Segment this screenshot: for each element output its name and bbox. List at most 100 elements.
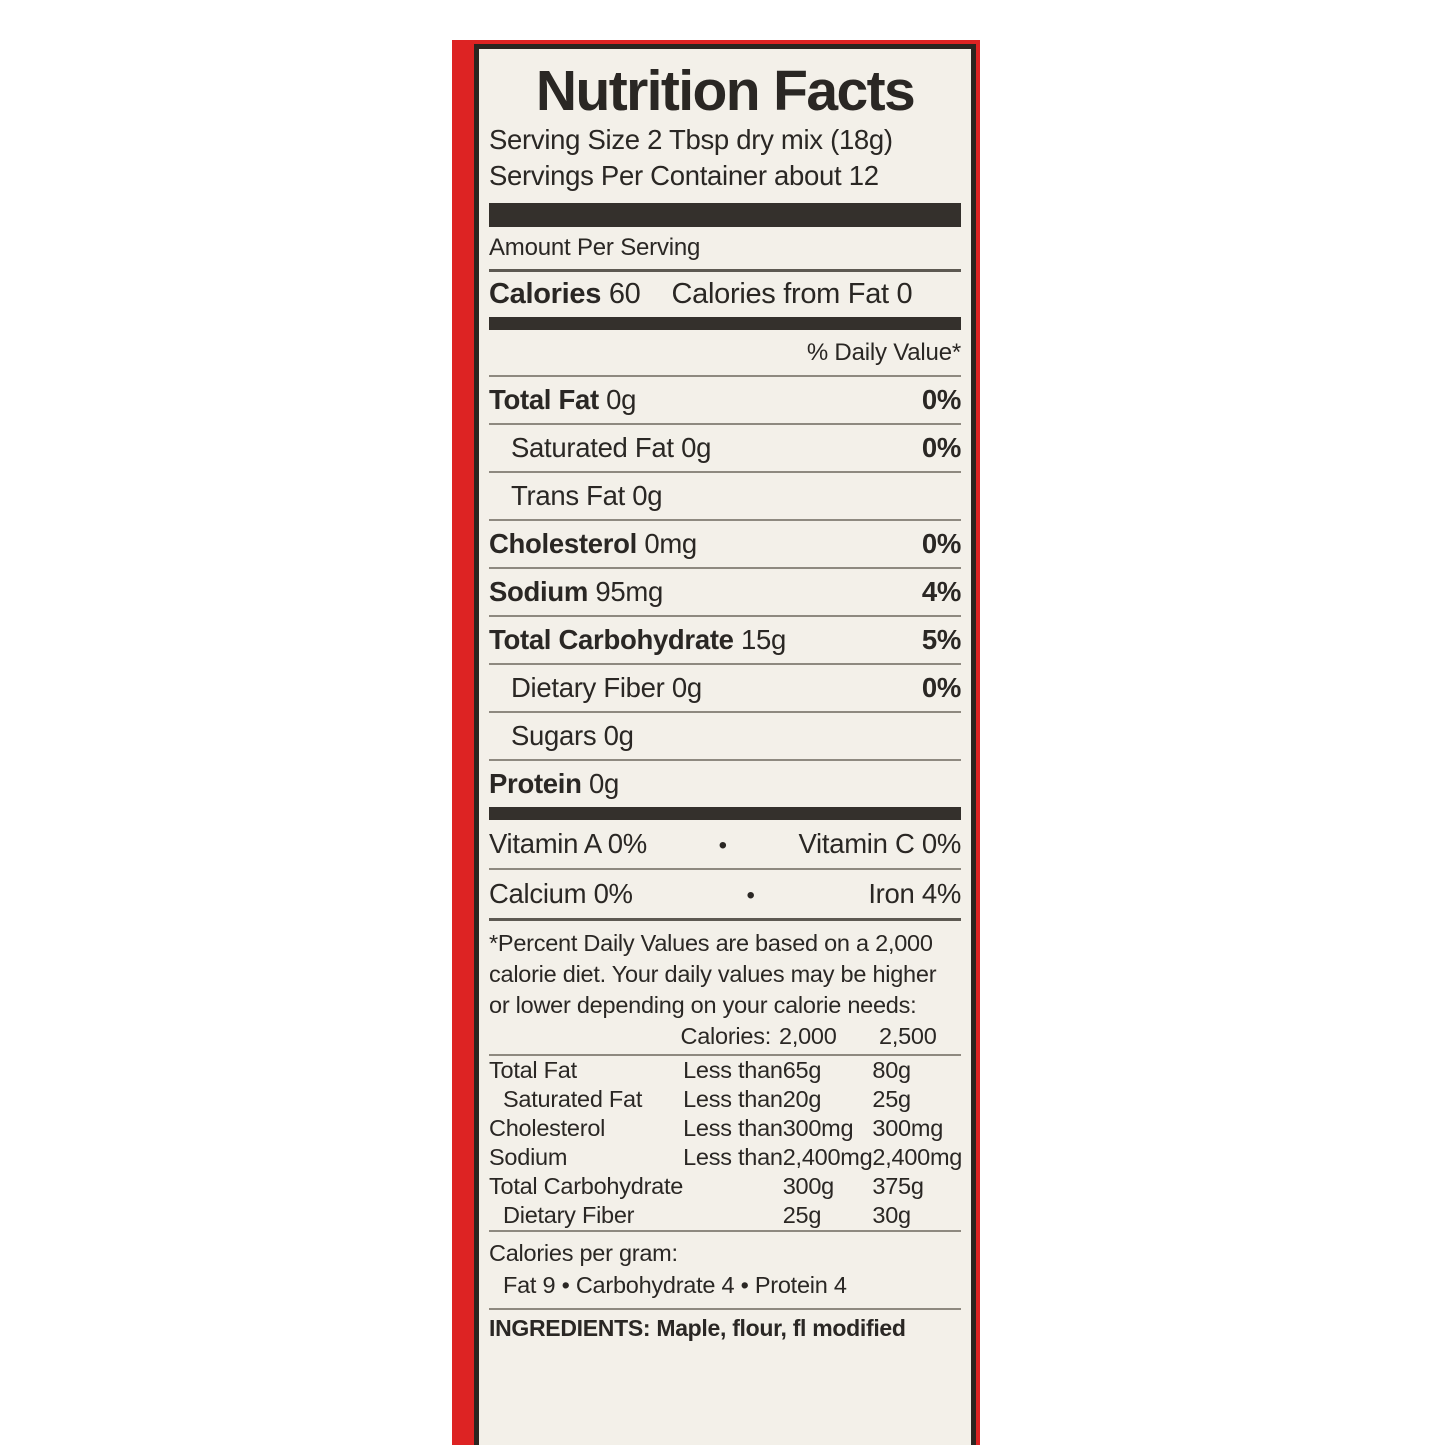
nutrient-amount: 0g	[598, 383, 637, 415]
nutrient-divider	[489, 470, 961, 473]
nutrient-amount: 95mg	[588, 575, 663, 607]
calories-label: Calories	[489, 277, 602, 310]
nutrient-rows-container: Total Fat 0g 0% Saturated Fat 0g 0% Trans Fa…	[489, 374, 961, 807]
dv-row-name: Cholesterol	[489, 1115, 606, 1142]
divider-medium-calories	[489, 316, 961, 330]
nutrient-row: Cholesterol 0mg 0%	[489, 521, 961, 567]
dv-row-name: Total Fat	[489, 1057, 577, 1084]
vitamin-right: Iron 4%	[868, 877, 961, 909]
divider-thick-top	[489, 202, 961, 227]
dv-table-header: Calories: 2,000 2,500	[489, 1021, 961, 1054]
dv-row-qualifier: Less than	[683, 1144, 783, 1171]
nutrient-divider	[489, 758, 961, 761]
nutrient-divider	[489, 374, 961, 377]
dv-row-value-2000: 65g	[782, 1057, 822, 1084]
nutrient-amount: 0g	[624, 479, 663, 511]
nutrient-divider	[489, 518, 961, 521]
dv-row-value-2500: 25g	[872, 1086, 911, 1113]
divider-above-calories	[489, 268, 961, 272]
nutrient-divider	[489, 614, 961, 617]
daily-value-header: % Daily Value*	[806, 338, 961, 366]
nutrient-row: Total Fat 0g 0%	[489, 377, 961, 423]
nutrient-daily-value: 4%	[921, 575, 961, 607]
nutrient-name: Sugars	[511, 719, 597, 751]
dv-row-value-2500: 30g	[872, 1202, 911, 1229]
nutrition-facts-title: Nutrition Facts	[535, 59, 916, 123]
nutrient-amount: 0g	[673, 431, 712, 463]
nutrient-row: Total Carbohydrate 15g 5%	[489, 617, 961, 663]
dv-table-col-2500: 2,500	[879, 1023, 937, 1050]
dv-row-name: Sodium	[489, 1144, 568, 1171]
divider-dv-table-bottom	[489, 1230, 961, 1233]
nutrient-row: Sodium 95mg 4%	[489, 569, 961, 615]
nutrient-name: Saturated Fat	[511, 431, 674, 463]
dv-row-value-2500: 300mg	[872, 1115, 944, 1142]
nutrient-amount: 0mg	[636, 527, 697, 559]
dv-row-value-2000: 2,400mg	[782, 1144, 873, 1171]
nutrient-amount: 0g	[581, 767, 619, 799]
nutrient-amount: 0g	[664, 671, 702, 703]
dv-row-name: Dietary Fiber	[503, 1202, 635, 1229]
divider-medium-vitamins	[489, 806, 961, 820]
dv-row-qualifier: Less than	[683, 1115, 783, 1142]
dv-row-value-2000: 20g	[782, 1086, 822, 1113]
vitamin-left: Calcium 0%	[489, 877, 633, 909]
nutrient-divider	[489, 566, 961, 569]
nutrient-row: Dietary Fiber 0g 0%	[489, 665, 961, 711]
dv-table-calories-label: Calories:	[680, 1023, 772, 1050]
nutrition-facts-panel: Nutrition Facts Serving Size 2 Tbsp dry …	[479, 49, 971, 1445]
dv-table-col-2000: 2,000	[779, 1023, 837, 1050]
daily-value-footnote: *Percent Daily Values are based on a 2,0…	[489, 929, 937, 1019]
nutrient-name: Dietary Fiber	[511, 671, 665, 703]
nutrient-daily-value: 0%	[921, 527, 961, 559]
vitamin-row: Vitamin A 0% • Vitamin C 0%	[489, 820, 961, 868]
divider-above-ingredients	[489, 1307, 961, 1310]
nutrient-name: Protein	[489, 767, 582, 799]
servings-per-container-text: Servings Per Container about 12	[489, 160, 879, 192]
dv-table-row: Cholesterol Less than 300mg 300mg	[489, 1114, 962, 1143]
dv-row-value-2500: 80g	[872, 1057, 911, 1084]
dv-row-qualifier	[683, 1201, 783, 1230]
ingredients-partial: INGREDIENTS: Maple, flour, fl modified	[489, 1314, 906, 1341]
dv-row-qualifier: Less than	[683, 1057, 783, 1084]
nutrient-amount: 0g	[596, 719, 634, 751]
calories-from-fat: Calories from Fat 0	[671, 277, 913, 310]
nutrient-divider	[489, 422, 961, 425]
nutrient-divider	[489, 662, 961, 665]
nutrient-name: Total Fat	[489, 383, 599, 415]
vitamin-divider	[489, 867, 961, 870]
calories-per-gram-block: Calories per gram: Fat 9 • Carbohydrate …	[489, 1232, 961, 1301]
dv-row-qualifier	[683, 1172, 783, 1201]
vitamin-left: Vitamin A 0%	[489, 827, 647, 859]
dv-row-value-2000: 25g	[782, 1202, 822, 1229]
serving-size-text: Serving Size 2 Tbsp dry mix (18g)	[489, 124, 893, 155]
vitamin-row: Calcium 0% • Iron 4%	[489, 870, 961, 918]
vitamin-separator-bullet: •	[746, 881, 755, 909]
nutrient-row: Sugars 0g	[489, 713, 961, 759]
dv-table-row: Dietary Fiber 25g 30g	[489, 1201, 962, 1230]
nutrient-name: Total Carbohydrate	[489, 623, 734, 655]
calories-row: Calories 60 Calories from Fat 0	[489, 272, 961, 317]
nutrient-name: Trans Fat	[511, 479, 625, 511]
calories-value: 60	[608, 277, 641, 310]
calories-per-gram-heading: Calories per gram:	[489, 1240, 678, 1267]
nutrient-divider	[489, 710, 961, 713]
dv-table-row: Total Fat Less than 65g 80g	[489, 1056, 962, 1085]
dv-row-name: Saturated Fat	[503, 1086, 643, 1113]
dv-row-value-2500: 2,400mg	[872, 1144, 963, 1171]
dv-row-value-2500: 375g	[872, 1173, 924, 1200]
nutrient-name: Sodium	[489, 575, 589, 607]
nutrient-amount: 15g	[733, 623, 787, 655]
nutrient-name: Cholesterol	[489, 527, 637, 559]
dv-row-qualifier: Less than	[683, 1086, 783, 1113]
nutrient-row: Protein 0g	[489, 761, 961, 807]
divider-above-footnote	[489, 917, 961, 921]
vitamin-rows-container: Vitamin A 0% • Vitamin C 0% Calcium 0% • Iron…	[489, 820, 961, 918]
nutrient-daily-value: 0%	[921, 431, 961, 463]
vitamin-separator-bullet: •	[718, 831, 727, 859]
nutrient-daily-value: 5%	[921, 623, 961, 655]
dv-table-row: Sodium Less than 2,400mg 2,400mg	[489, 1143, 962, 1172]
nutrient-daily-value: 0%	[921, 383, 961, 415]
dv-table-row: Saturated Fat Less than 20g 25g	[489, 1085, 962, 1114]
vitamin-right: Vitamin C 0%	[798, 827, 962, 859]
